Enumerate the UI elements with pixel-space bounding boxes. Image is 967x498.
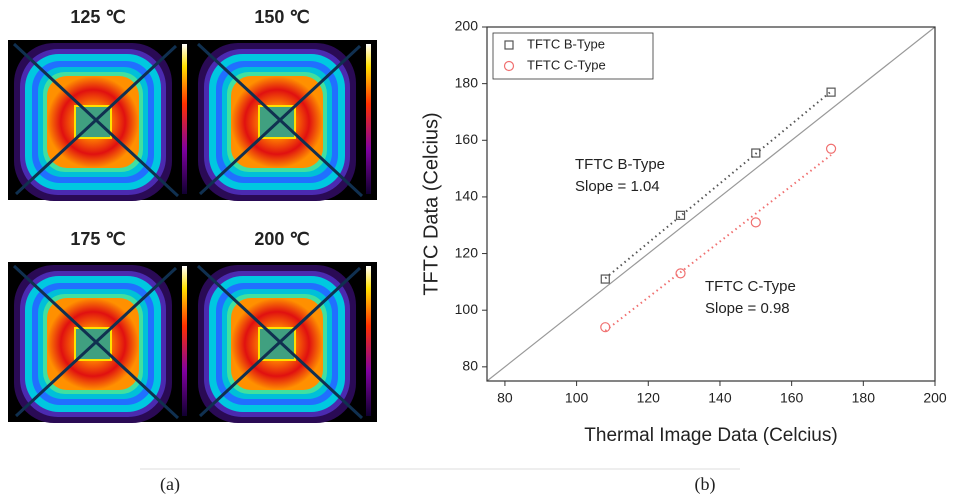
x-tick-label: 80	[497, 390, 513, 406]
color-bar	[366, 44, 371, 194]
x-tick-label: 100	[565, 390, 589, 406]
point	[600, 274, 610, 284]
wire	[198, 266, 362, 418]
panel-label: 125 ℃	[70, 7, 125, 27]
color-bar	[182, 44, 187, 194]
annotation: Slope = 0.98	[705, 300, 790, 317]
color-bar	[366, 266, 371, 416]
legend-frame	[492, 32, 654, 80]
panel-label: 200 ℃	[254, 229, 309, 249]
wire	[14, 44, 178, 196]
x-tick-label: 180	[852, 390, 876, 406]
x-axis-title: Thermal Image Data (Celcius)	[584, 425, 837, 446]
annotation: TFTC C-Type	[705, 278, 796, 295]
point	[825, 143, 837, 154]
y-tick-label: 120	[455, 244, 479, 260]
chart: 80 100 120 140 160 180 200 80 100 120 140 160 180 200…	[420, 18, 947, 446]
wire	[14, 266, 178, 418]
thermal-panels: 125 ℃ 150 ℃ 175 ℃ 200 ℃	[8, 7, 377, 423]
thermal-image	[8, 262, 193, 423]
panel-label: 150 ℃	[254, 7, 309, 27]
color-bar	[182, 266, 187, 416]
annotation: Slope = 1.04	[575, 178, 660, 195]
point	[826, 87, 836, 97]
point	[675, 210, 686, 220]
panel-label: 175 ℃	[70, 229, 125, 249]
point	[675, 268, 686, 279]
legend-label: TFTC C-Type	[527, 57, 606, 72]
legend: TFTC B-Type TFTC C-Type	[492, 32, 654, 80]
legend-marker	[504, 40, 514, 50]
legend-marker	[503, 60, 515, 72]
annotation: TFTC B-Type	[575, 156, 665, 173]
plot-frame	[486, 26, 936, 382]
point	[750, 217, 761, 228]
thermal-image	[8, 40, 193, 201]
y-tick-label: 100	[455, 301, 479, 317]
wire	[198, 44, 362, 196]
y-tick-label: 180	[455, 74, 479, 90]
point	[751, 148, 761, 158]
y-tick-label: 140	[455, 188, 479, 204]
x-tick-label: 200	[923, 390, 947, 406]
thermal-image	[192, 40, 377, 201]
y-axis-title: TFTC Data (Celcius)	[420, 112, 442, 295]
diagonal	[486, 26, 936, 382]
x-tick-label: 140	[708, 390, 732, 406]
caption: (a)	[160, 474, 180, 495]
point	[600, 322, 611, 333]
thermal-image	[192, 262, 377, 423]
legend-label: TFTC B-Type	[527, 36, 605, 51]
x-tick-label: 120	[637, 390, 661, 406]
y-tick-label: 80	[462, 358, 478, 374]
y-tick-label: 200	[455, 18, 479, 34]
caption: (b)	[695, 474, 716, 495]
x-tick-label: 160	[780, 390, 804, 406]
y-tick-label: 160	[455, 131, 479, 147]
